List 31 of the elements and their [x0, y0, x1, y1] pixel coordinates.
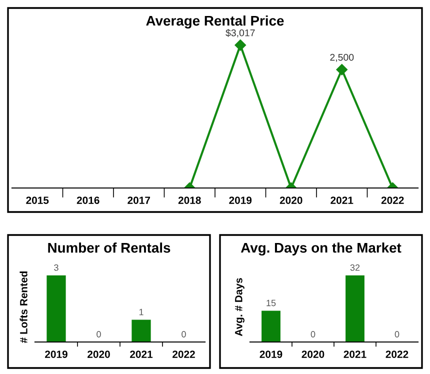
x-tick-label: 2021	[330, 196, 354, 204]
chart-title: Avg. Days on the Market	[240, 242, 402, 256]
x-tick-label: 2015	[26, 196, 49, 204]
data-label: 3	[54, 264, 58, 271]
x-tick-label: 2019	[45, 350, 68, 358]
x-tick-label: 2022	[172, 350, 195, 358]
data-label: 0	[310, 331, 316, 338]
data-label: 32	[350, 264, 360, 271]
data-label: 0	[96, 331, 101, 338]
x-tick-label: 2019	[260, 350, 282, 358]
x-tick-label: 2020	[280, 196, 302, 204]
data-label: 1	[139, 308, 144, 316]
data-label: 0	[182, 331, 186, 338]
chart-title: Number of Rentals	[48, 242, 170, 253]
x-tick-label: 2020	[88, 350, 110, 358]
x-tick-label: 2021	[130, 350, 153, 358]
data-label: 2,500	[330, 54, 354, 62]
x-tick-label: 2017	[128, 196, 150, 204]
x-tick-label: 2019	[229, 196, 252, 204]
x-tick-label: 2020	[302, 350, 324, 358]
data-label: 0	[394, 331, 400, 338]
x-tick-label: 2018	[178, 196, 201, 204]
x-tick-label: 2021	[344, 350, 366, 358]
y-axis-title: # Lofts Rented	[20, 272, 28, 343]
y-axis-title: Avg. # Days	[235, 278, 244, 336]
x-tick-label: 2022	[381, 196, 404, 204]
x-tick-label: 2022	[386, 350, 408, 358]
x-tick-label: 2016	[76, 196, 100, 204]
data-label: $3,017	[226, 28, 255, 38]
data-label: 15	[266, 300, 276, 306]
chart-title: Average Rental Price	[146, 15, 284, 29]
